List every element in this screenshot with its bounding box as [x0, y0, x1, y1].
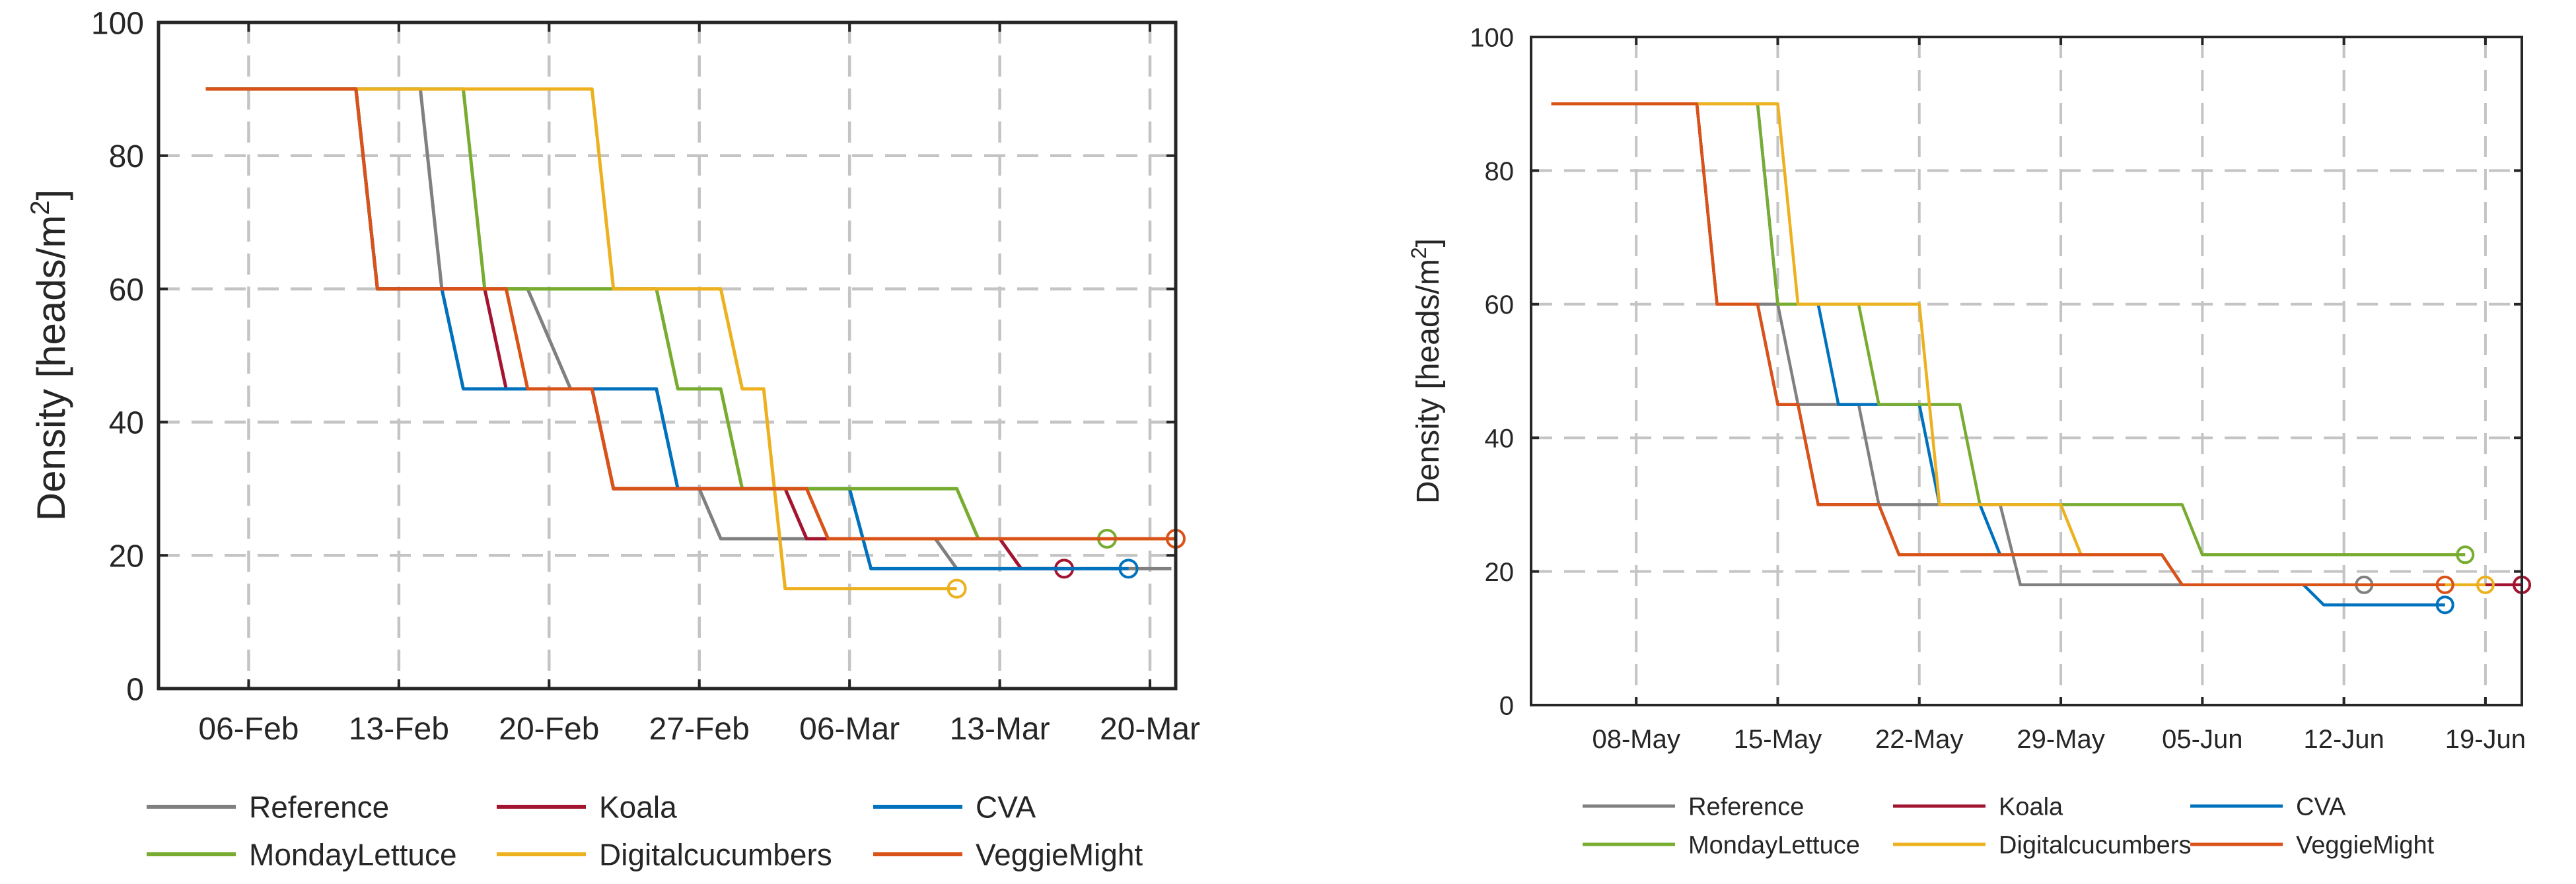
- left-x-tick-label: 20-Feb: [499, 712, 599, 747]
- left-series-end-marker-cva: [1118, 559, 1139, 579]
- left-x-tick-label: 06-Mar: [799, 712, 900, 747]
- left-y-tick-label: 100: [91, 6, 144, 41]
- left-y-tick-labels: 0 20 40 60 80 100: [91, 6, 144, 707]
- left-plot-background: [159, 22, 1176, 689]
- right-series-end-marker-mondaylettuce: [2456, 545, 2475, 564]
- left-legend-label-digitalcucumbers: Digitalcucumbers: [599, 838, 832, 872]
- right-y-axis-label-sup: 2: [1407, 247, 1431, 259]
- right-x-tick-label: 19-Jun: [2445, 725, 2526, 754]
- right-gridlines: [1531, 37, 2522, 705]
- right-y-tick-label: 20: [1485, 558, 1515, 587]
- right-x-tick-label: 22-May: [1875, 725, 1963, 754]
- left-y-tick-label: 20: [109, 539, 144, 574]
- left-series-line-veggiemight: [205, 87, 1176, 541]
- left-y-tick-label: 40: [109, 406, 144, 441]
- right-series-line-mondaylettuce: [1551, 102, 2466, 557]
- left-y-tick-label: 80: [109, 139, 144, 174]
- right-y-tick-label: 80: [1485, 157, 1515, 186]
- right-plot-background: [1531, 37, 2522, 705]
- left-y-axis-label: Density [heads/m2]: [26, 189, 73, 521]
- right-legend-label-veggiemight: VeggieMight: [2296, 832, 2435, 860]
- right-y-axis-label-main: Density [heads/m: [1411, 259, 1446, 504]
- right-series: [1551, 102, 2531, 615]
- right-legend-label-koala: Koala: [1999, 794, 2063, 821]
- left-legend-label-reference: Reference: [249, 790, 389, 825]
- right-x-tick-label: 29-May: [2017, 725, 2104, 754]
- left-legend-label-koala: Koala: [599, 790, 677, 825]
- left-x-tick-labels: 06-Feb 13-Feb 20-Feb 27-Feb 06-Mar 13-Mar 20-M…: [198, 712, 1200, 747]
- left-chart: 06-Feb 13-Feb 20-Feb 27-Feb 06-Mar 13-Mar 20-M…: [26, 6, 1200, 871]
- right-x-tick-labels: 08-May 15-May 22-May 29-May 05-Jun 12-Jun 19-J…: [1592, 725, 2526, 754]
- left-y-tick-label: 0: [126, 672, 144, 707]
- right-legend-label-reference: Reference: [1688, 794, 1804, 821]
- left-series-line-mondaylettuce: [205, 87, 1107, 541]
- right-y-tick-label: 0: [1499, 691, 1514, 720]
- right-series-line-veggiemight: [1551, 102, 2445, 587]
- left-legend: Reference Koala CVA MondayLettuce Digitalcuc…: [147, 790, 1143, 872]
- right-y-tick-labels: 0 20 40 60 80 100: [1470, 23, 1514, 720]
- left-x-tick-label: 27-Feb: [649, 712, 750, 747]
- right-x-tick-label: 05-Jun: [2162, 725, 2242, 754]
- right-legend-label-cva: CVA: [2296, 794, 2346, 821]
- right-series-end-marker-cva: [2435, 595, 2454, 615]
- left-y-tick-label: 60: [109, 273, 144, 308]
- right-legend-label-mondaylettuce: MondayLettuce: [1688, 832, 1860, 860]
- left-plot-frame: [157, 20, 1178, 691]
- right-plot-frame: [1530, 36, 2523, 706]
- right-series-end-marker-digitalcucumbers: [2476, 575, 2495, 594]
- right-x-tick-label: 15-May: [1734, 725, 1822, 754]
- left-y-axis-label-main: Density [heads/m: [29, 215, 73, 522]
- right-y-tick-label: 100: [1470, 23, 1514, 52]
- right-legend: Reference Koala CVA MondayLettuce Digitalcuc…: [1583, 794, 2435, 860]
- right-chart: 08-May 15-May 22-May 29-May 05-Jun 12-Jun 19-J…: [1407, 23, 2531, 860]
- right-y-axis-label-end: ]: [1411, 238, 1446, 247]
- right-series-end-marker-veggiemight: [2435, 575, 2454, 594]
- left-series-end-marker-digitalcucumbers: [947, 578, 967, 599]
- left-x-tick-label: 13-Feb: [349, 712, 449, 747]
- right-tick-marks: [1531, 36, 2522, 706]
- left-series-line-digitalcucumbers: [205, 87, 957, 591]
- left-series: [205, 87, 1186, 599]
- left-legend-label-mondaylettuce: MondayLettuce: [249, 838, 457, 872]
- right-x-tick-label: 08-May: [1592, 725, 1680, 754]
- left-y-axis-label-end: ]: [29, 189, 73, 201]
- right-y-tick-label: 60: [1485, 290, 1515, 320]
- right-x-tick-label: 12-Jun: [2303, 725, 2384, 754]
- right-legend-label-digitalcucumbers: Digitalcucumbers: [1999, 832, 2191, 860]
- left-legend-label-veggiemight: VeggieMight: [976, 838, 1143, 872]
- right-y-tick-label: 40: [1485, 425, 1515, 454]
- right-y-axis-label: Density [heads/m2]: [1407, 238, 1446, 504]
- left-legend-label-cva: CVA: [976, 790, 1036, 825]
- left-x-tick-label: 13-Mar: [950, 712, 1050, 747]
- left-tick-marks: [159, 21, 1176, 690]
- left-x-tick-label: 06-Feb: [198, 712, 299, 747]
- left-x-tick-label: 20-Mar: [1100, 712, 1200, 747]
- left-y-axis-label-sup: 2: [26, 200, 55, 215]
